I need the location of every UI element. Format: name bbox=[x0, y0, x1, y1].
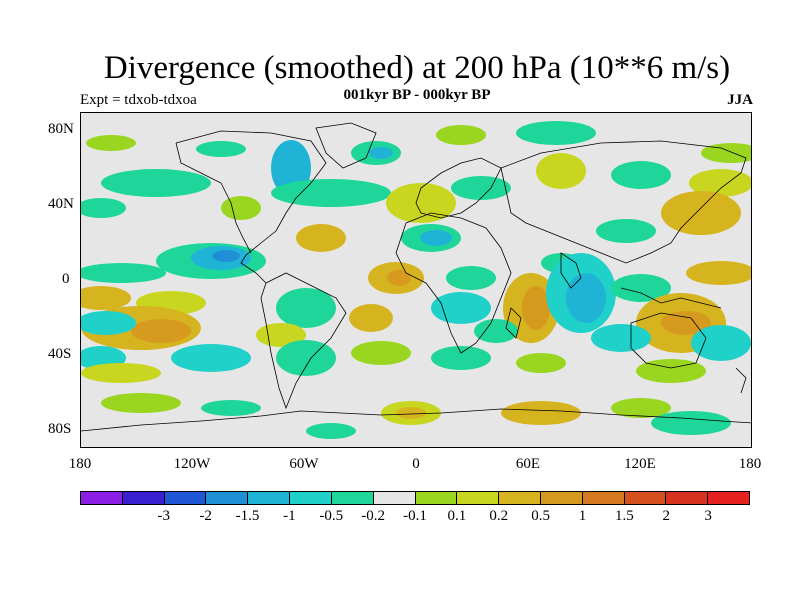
period-label: 001kyr BP - 000kyr BP bbox=[343, 87, 491, 103]
north-america-west-coastline bbox=[175, 142, 252, 254]
new-zealand-coastline bbox=[735, 367, 747, 394]
africa-coastline bbox=[395, 212, 512, 354]
y-tick-label: 40N bbox=[48, 196, 74, 212]
asia-coastline bbox=[500, 140, 747, 264]
colorbar-swatch bbox=[248, 492, 291, 504]
colorbar-swatch bbox=[457, 492, 500, 504]
colorbar-tick-label: -3 bbox=[157, 508, 171, 524]
colorbar-tick-label: 1 bbox=[578, 508, 587, 524]
europe-coastline bbox=[415, 157, 502, 219]
coastlines bbox=[81, 122, 751, 432]
indonesia-coastline bbox=[620, 287, 722, 309]
antarctica-coastline bbox=[81, 408, 751, 432]
colorbar-tick-label: 0.2 bbox=[489, 508, 509, 524]
colorbar-swatch bbox=[373, 492, 416, 504]
y-tick-label: 0 bbox=[62, 271, 70, 287]
y-tick-label: 80S bbox=[48, 421, 72, 437]
experiment-label: Expt = tdxob-tdxoa bbox=[80, 92, 197, 108]
colorbar-swatch bbox=[122, 492, 165, 504]
colorbar-tick-label: -0.5 bbox=[319, 508, 344, 524]
colorbar-swatch bbox=[499, 492, 541, 504]
north-america-coastline bbox=[175, 130, 327, 284]
colorbar-tick-label: -0.2 bbox=[361, 508, 385, 524]
x-tick-label: 60E bbox=[515, 456, 541, 472]
x-tick-label: 60W bbox=[289, 456, 319, 472]
colorbar-swatch bbox=[164, 492, 207, 504]
colorbar-swatch bbox=[415, 492, 458, 504]
season-label: JJA bbox=[727, 92, 753, 108]
colorbar-tick-label: 3 bbox=[704, 508, 712, 524]
colorbar-swatch bbox=[81, 492, 123, 504]
colorbar-swatch bbox=[206, 492, 249, 504]
colorbar-swatch bbox=[624, 492, 667, 504]
x-tick-label: 180 bbox=[68, 456, 92, 472]
map-panel bbox=[80, 112, 752, 448]
colorbar-tick-label: -0.1 bbox=[403, 508, 427, 524]
divergence-map bbox=[81, 113, 751, 447]
colorbar-tick-label: -1 bbox=[283, 508, 296, 524]
colorbar-tick-label: 0.5 bbox=[531, 508, 550, 524]
colorbar-swatch bbox=[708, 492, 749, 504]
colorbar-tick-label: -1.5 bbox=[235, 508, 260, 524]
colorbar-tick-label: 0.1 bbox=[447, 508, 467, 524]
colorbar-swatch bbox=[666, 492, 709, 504]
divergence-shading bbox=[81, 121, 751, 439]
greenland-coastline bbox=[315, 122, 377, 169]
y-tick-label: 80N bbox=[48, 121, 74, 137]
colorbar bbox=[80, 491, 750, 505]
colorbar-tick-label: 2 bbox=[662, 508, 671, 524]
x-tick-label: 120W bbox=[173, 456, 211, 472]
india-coastline bbox=[560, 252, 582, 289]
x-tick-label: 120E bbox=[624, 456, 656, 472]
colorbar-swatch bbox=[331, 492, 374, 504]
colorbar-swatch bbox=[582, 492, 625, 504]
south-america-coastline bbox=[260, 272, 347, 410]
y-tick-label: 40S bbox=[48, 346, 72, 362]
x-tick-label: 0 bbox=[412, 456, 420, 472]
x-tick-label: 180 bbox=[738, 456, 762, 472]
colorbar-swatch bbox=[540, 492, 583, 504]
madagascar-coastline bbox=[505, 307, 522, 339]
colorbar-swatch bbox=[290, 492, 332, 504]
australia-coastline bbox=[630, 312, 707, 369]
plot-title: Divergence (smoothed) at 200 hPa (10**6 … bbox=[103, 50, 731, 86]
colorbar-tick-label: 1.5 bbox=[615, 508, 634, 524]
colorbar-tick-label: -2 bbox=[199, 508, 212, 524]
